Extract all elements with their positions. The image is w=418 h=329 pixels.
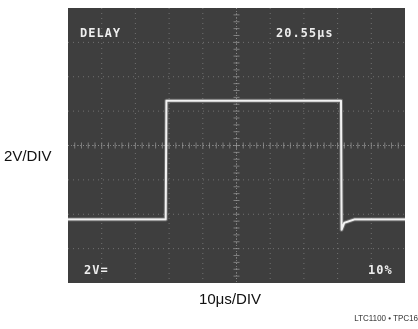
graticule (68, 8, 405, 283)
delay-readout: 20.55μs (276, 26, 334, 40)
mode-readout: DELAY (80, 26, 122, 40)
y-scale-label: 2V/DIV (4, 148, 52, 165)
trace-glow (68, 98, 405, 232)
x-scale-label: 10μs/DIV (199, 291, 261, 308)
signal-trace (68, 99, 405, 231)
oscilloscope-screen: DELAY 20.55μs 2V= 10% (68, 8, 405, 283)
trace-layer (68, 98, 405, 232)
figure-reference: LTC1100 • TPC16 (354, 314, 418, 323)
trigger-level-readout: 10% (368, 263, 393, 277)
volts-per-div-readout: 2V= (84, 263, 109, 277)
scope-plot (68, 8, 405, 283)
